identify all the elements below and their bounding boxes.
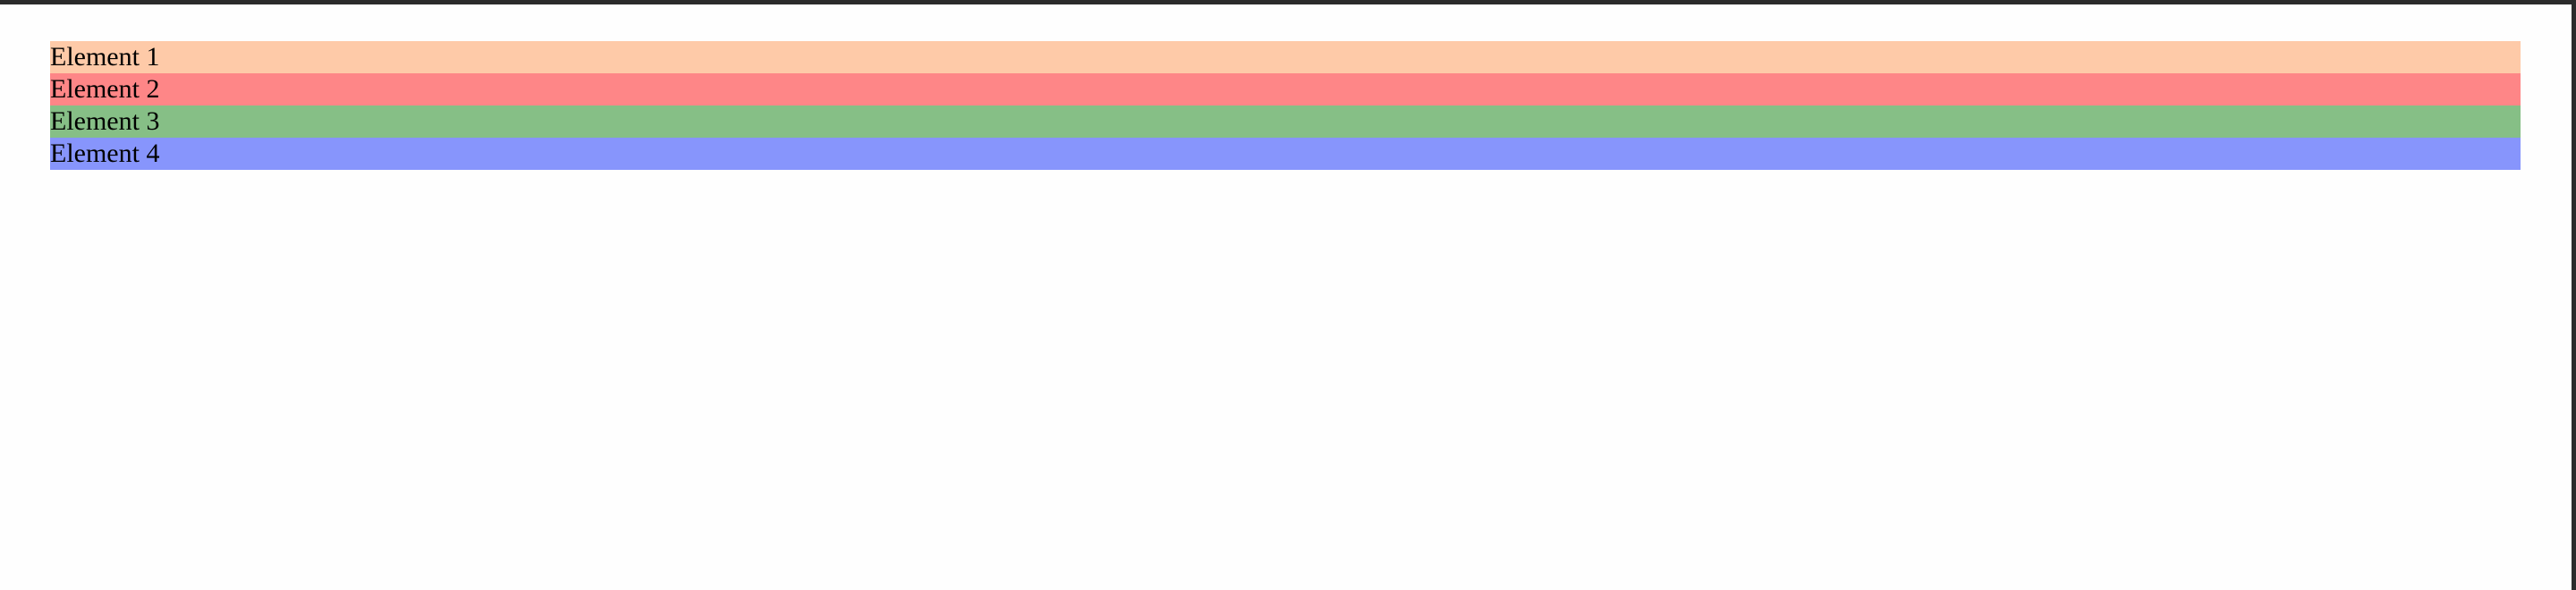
window-right-border (2572, 0, 2576, 590)
element-row-2: Element 2 (50, 73, 2521, 105)
window-top-border (0, 0, 2576, 4)
element-row-4: Element 4 (50, 138, 2521, 170)
element-row-3: Element 3 (50, 105, 2521, 138)
element-row-1: Element 1 (50, 41, 2521, 73)
element-list: Element 1 Element 2 Element 3 Element 4 (50, 41, 2521, 170)
